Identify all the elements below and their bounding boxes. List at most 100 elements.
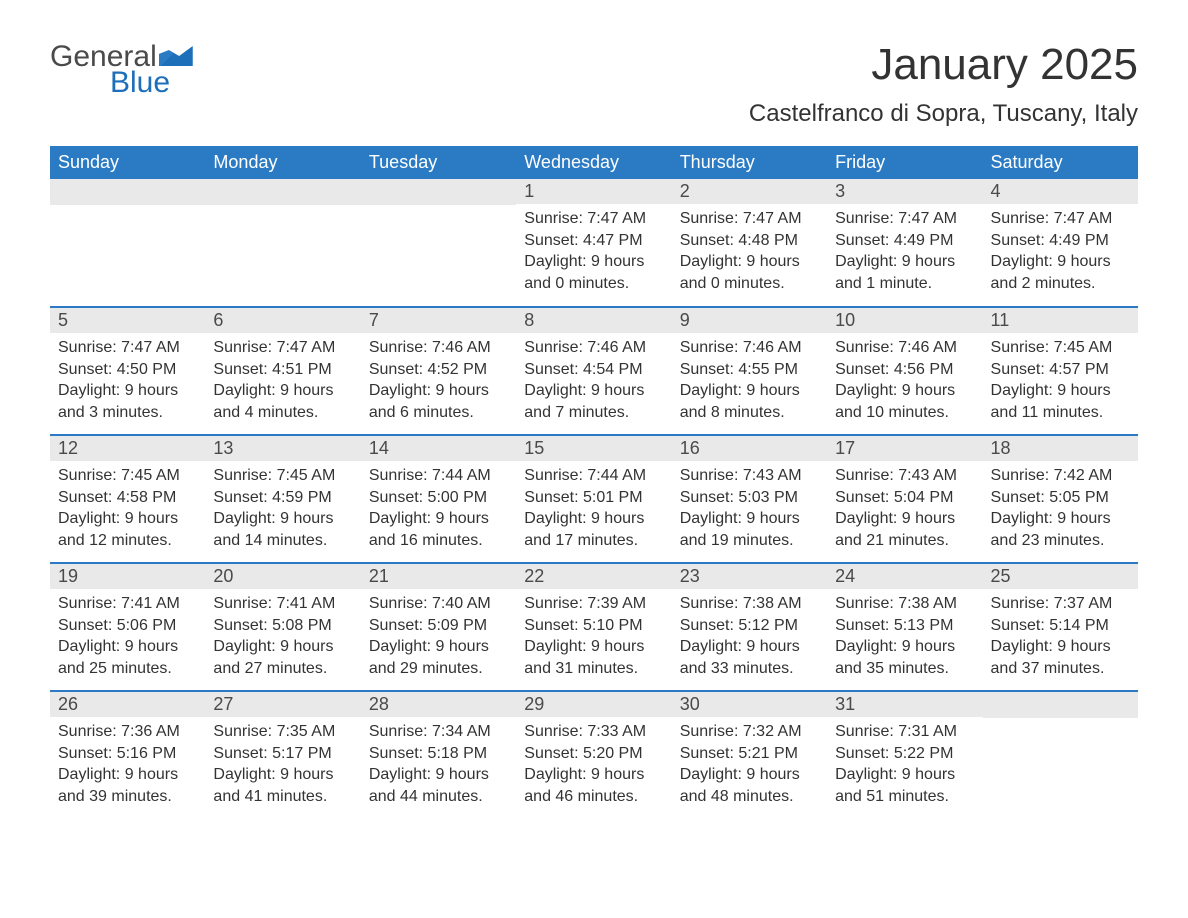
calendar-day-cell: 23Sunrise: 7:38 AMSunset: 5:12 PMDayligh…: [672, 563, 827, 691]
day-content: Sunrise: 7:46 AMSunset: 4:56 PMDaylight:…: [827, 333, 982, 431]
calendar-day-cell: 15Sunrise: 7:44 AMSunset: 5:01 PMDayligh…: [516, 435, 671, 563]
day-sunrise-line: Sunrise: 7:45 AM: [58, 465, 197, 487]
day-number: 15: [516, 436, 671, 461]
day-daylight1-line: Daylight: 9 hours: [213, 636, 352, 658]
calendar-day-cell: 4Sunrise: 7:47 AMSunset: 4:49 PMDaylight…: [983, 179, 1138, 307]
day-number: 13: [205, 436, 360, 461]
day-number: 27: [205, 692, 360, 717]
day-content: Sunrise: 7:39 AMSunset: 5:10 PMDaylight:…: [516, 589, 671, 687]
day-number: 9: [672, 308, 827, 333]
weekday-header: Sunday: [50, 146, 205, 179]
calendar-day-cell: 26Sunrise: 7:36 AMSunset: 5:16 PMDayligh…: [50, 691, 205, 819]
day-content: Sunrise: 7:47 AMSunset: 4:47 PMDaylight:…: [516, 204, 671, 302]
day-daylight2-line: and 12 minutes.: [58, 530, 197, 552]
day-daylight2-line: and 39 minutes.: [58, 786, 197, 808]
day-number: [983, 692, 1138, 718]
day-sunrise-line: Sunrise: 7:38 AM: [680, 593, 819, 615]
day-daylight2-line: and 48 minutes.: [680, 786, 819, 808]
weekday-header-row: SundayMondayTuesdayWednesdayThursdayFrid…: [50, 146, 1138, 179]
day-sunrise-line: Sunrise: 7:46 AM: [524, 337, 663, 359]
day-daylight1-line: Daylight: 9 hours: [213, 508, 352, 530]
calendar-body: 1Sunrise: 7:47 AMSunset: 4:47 PMDaylight…: [50, 179, 1138, 819]
day-number: [50, 179, 205, 205]
calendar-day-cell: 5Sunrise: 7:47 AMSunset: 4:50 PMDaylight…: [50, 307, 205, 435]
calendar-day-cell: 20Sunrise: 7:41 AMSunset: 5:08 PMDayligh…: [205, 563, 360, 691]
day-number: 25: [983, 564, 1138, 589]
day-sunset-line: Sunset: 4:51 PM: [213, 359, 352, 381]
day-daylight2-line: and 23 minutes.: [991, 530, 1130, 552]
day-daylight2-line: and 1 minute.: [835, 273, 974, 295]
day-daylight2-line: and 7 minutes.: [524, 402, 663, 424]
calendar-day-cell: 28Sunrise: 7:34 AMSunset: 5:18 PMDayligh…: [361, 691, 516, 819]
day-number: 8: [516, 308, 671, 333]
day-sunrise-line: Sunrise: 7:47 AM: [680, 208, 819, 230]
weekday-header: Monday: [205, 146, 360, 179]
day-content: Sunrise: 7:43 AMSunset: 5:03 PMDaylight:…: [672, 461, 827, 559]
day-daylight1-line: Daylight: 9 hours: [680, 380, 819, 402]
calendar-day-cell: 27Sunrise: 7:35 AMSunset: 5:17 PMDayligh…: [205, 691, 360, 819]
day-number: [361, 179, 516, 205]
day-daylight1-line: Daylight: 9 hours: [524, 636, 663, 658]
day-number: 23: [672, 564, 827, 589]
calendar-day-cell: 16Sunrise: 7:43 AMSunset: 5:03 PMDayligh…: [672, 435, 827, 563]
day-sunrise-line: Sunrise: 7:42 AM: [991, 465, 1130, 487]
calendar-day-cell: 7Sunrise: 7:46 AMSunset: 4:52 PMDaylight…: [361, 307, 516, 435]
day-sunset-line: Sunset: 5:16 PM: [58, 743, 197, 765]
day-number: [205, 179, 360, 205]
calendar-day-cell: [50, 179, 205, 307]
day-number: 29: [516, 692, 671, 717]
day-content: Sunrise: 7:34 AMSunset: 5:18 PMDaylight:…: [361, 717, 516, 815]
day-sunset-line: Sunset: 5:05 PM: [991, 487, 1130, 509]
calendar-day-cell: 12Sunrise: 7:45 AMSunset: 4:58 PMDayligh…: [50, 435, 205, 563]
location: Castelfranco di Sopra, Tuscany, Italy: [749, 100, 1138, 128]
calendar-day-cell: 11Sunrise: 7:45 AMSunset: 4:57 PMDayligh…: [983, 307, 1138, 435]
wave-icon: [159, 46, 193, 66]
day-sunrise-line: Sunrise: 7:41 AM: [213, 593, 352, 615]
day-content: Sunrise: 7:32 AMSunset: 5:21 PMDaylight:…: [672, 717, 827, 815]
day-number: 19: [50, 564, 205, 589]
day-sunset-line: Sunset: 4:57 PM: [991, 359, 1130, 381]
calendar-day-cell: 10Sunrise: 7:46 AMSunset: 4:56 PMDayligh…: [827, 307, 982, 435]
day-content: Sunrise: 7:47 AMSunset: 4:51 PMDaylight:…: [205, 333, 360, 431]
day-number: 18: [983, 436, 1138, 461]
day-sunrise-line: Sunrise: 7:44 AM: [524, 465, 663, 487]
day-sunset-line: Sunset: 4:52 PM: [369, 359, 508, 381]
calendar-table: SundayMondayTuesdayWednesdayThursdayFrid…: [50, 146, 1138, 819]
day-daylight2-line: and 21 minutes.: [835, 530, 974, 552]
calendar-week-row: 19Sunrise: 7:41 AMSunset: 5:06 PMDayligh…: [50, 563, 1138, 691]
day-content: Sunrise: 7:37 AMSunset: 5:14 PMDaylight:…: [983, 589, 1138, 687]
day-number: 2: [672, 179, 827, 204]
day-number: 22: [516, 564, 671, 589]
day-daylight2-line: and 51 minutes.: [835, 786, 974, 808]
day-sunrise-line: Sunrise: 7:47 AM: [213, 337, 352, 359]
day-sunrise-line: Sunrise: 7:46 AM: [835, 337, 974, 359]
calendar-day-cell: 14Sunrise: 7:44 AMSunset: 5:00 PMDayligh…: [361, 435, 516, 563]
day-sunset-line: Sunset: 5:21 PM: [680, 743, 819, 765]
logo-text-block: General Blue: [50, 40, 193, 100]
day-content: Sunrise: 7:40 AMSunset: 5:09 PMDaylight:…: [361, 589, 516, 687]
day-sunrise-line: Sunrise: 7:47 AM: [58, 337, 197, 359]
day-content: Sunrise: 7:44 AMSunset: 5:01 PMDaylight:…: [516, 461, 671, 559]
day-number: 5: [50, 308, 205, 333]
logo: General Blue: [50, 40, 193, 100]
day-content: Sunrise: 7:47 AMSunset: 4:50 PMDaylight:…: [50, 333, 205, 431]
day-daylight1-line: Daylight: 9 hours: [58, 636, 197, 658]
day-daylight1-line: Daylight: 9 hours: [835, 764, 974, 786]
day-content: Sunrise: 7:43 AMSunset: 5:04 PMDaylight:…: [827, 461, 982, 559]
day-daylight2-line: and 29 minutes.: [369, 658, 508, 680]
day-daylight1-line: Daylight: 9 hours: [680, 251, 819, 273]
day-daylight1-line: Daylight: 9 hours: [524, 764, 663, 786]
calendar-day-cell: 3Sunrise: 7:47 AMSunset: 4:49 PMDaylight…: [827, 179, 982, 307]
day-sunrise-line: Sunrise: 7:46 AM: [369, 337, 508, 359]
day-sunset-line: Sunset: 5:18 PM: [369, 743, 508, 765]
day-daylight1-line: Daylight: 9 hours: [991, 636, 1130, 658]
day-daylight1-line: Daylight: 9 hours: [58, 764, 197, 786]
day-sunset-line: Sunset: 5:14 PM: [991, 615, 1130, 637]
day-sunrise-line: Sunrise: 7:33 AM: [524, 721, 663, 743]
day-number: 21: [361, 564, 516, 589]
day-daylight2-line: and 19 minutes.: [680, 530, 819, 552]
day-number: 26: [50, 692, 205, 717]
day-daylight2-line: and 16 minutes.: [369, 530, 508, 552]
day-daylight2-line: and 0 minutes.: [524, 273, 663, 295]
day-sunset-line: Sunset: 5:12 PM: [680, 615, 819, 637]
